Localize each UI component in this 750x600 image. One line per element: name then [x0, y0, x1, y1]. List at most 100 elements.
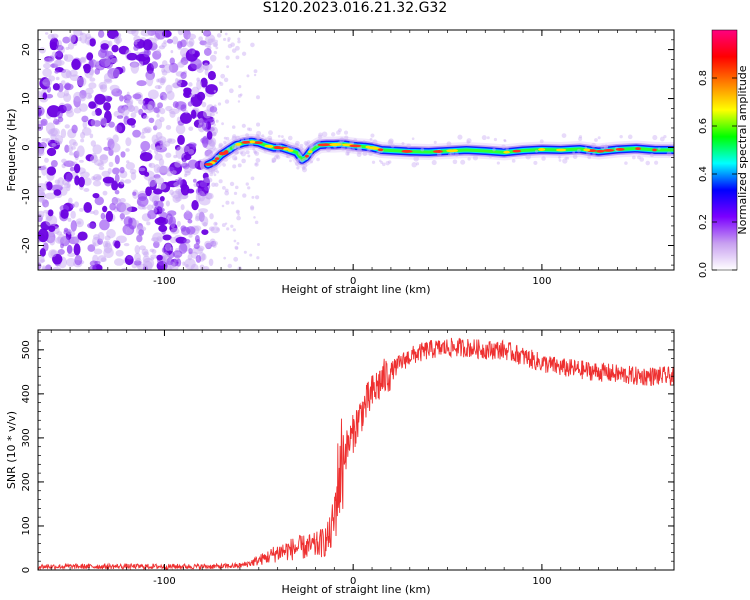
noise-blob — [251, 195, 255, 199]
noise-blob — [150, 61, 159, 69]
ridge-speckle — [245, 137, 250, 142]
noise-blob — [140, 30, 152, 37]
ridge-speckle — [271, 157, 277, 163]
noise-blob — [111, 44, 119, 53]
noise-blob — [41, 138, 48, 142]
noise-blob — [226, 65, 230, 69]
ridge-speckle — [302, 166, 306, 170]
x-tick-label: 0 — [350, 276, 356, 287]
noise-blob — [232, 164, 237, 169]
noise-blob — [166, 138, 173, 143]
noise-blob — [162, 234, 172, 241]
noise-blob — [223, 77, 229, 83]
noise-blob — [253, 150, 258, 155]
noise-blob — [184, 258, 196, 270]
ridge-speckle — [229, 149, 232, 153]
noise-blob — [64, 124, 70, 129]
noise-blob — [42, 267, 47, 270]
noise-blob — [103, 101, 111, 111]
noise-blob — [77, 231, 88, 241]
ridge-speckle — [295, 140, 300, 146]
ridge-speckle — [281, 139, 286, 144]
noise-blob — [224, 99, 230, 104]
noise-blob — [109, 84, 120, 92]
noise-blob — [172, 36, 179, 45]
ridge-speckle — [291, 144, 296, 150]
noise-blob — [235, 209, 240, 214]
ridge-speckle — [353, 138, 357, 143]
noise-blob — [231, 125, 236, 129]
noise-blob — [254, 195, 260, 200]
noise-blob — [155, 145, 161, 152]
noise-blob — [233, 256, 239, 262]
y-tick-label: 500 — [21, 340, 32, 359]
noise-blob — [51, 51, 57, 58]
noise-blob — [221, 223, 226, 228]
noise-blob — [89, 210, 95, 214]
noise-blob — [154, 85, 162, 90]
noise-blob — [93, 248, 103, 255]
ridge-speckle — [231, 135, 237, 142]
noise-blob — [159, 78, 165, 86]
noise-blob — [183, 87, 192, 94]
noise-blob — [193, 243, 200, 250]
noise-blob — [94, 196, 105, 206]
noise-blob — [146, 73, 154, 87]
ridge-hotspot — [603, 149, 615, 152]
noise-blob — [73, 201, 79, 208]
noise-blob — [148, 117, 155, 124]
ridge-speckle — [218, 142, 224, 148]
noise-blob — [177, 61, 185, 68]
noise-blob — [156, 216, 166, 224]
noise-blob — [164, 243, 172, 252]
noise-blob — [43, 209, 49, 214]
noise-blob — [50, 250, 57, 258]
noise-blob — [60, 80, 66, 86]
noise-blob — [106, 137, 113, 141]
noise-blob — [187, 253, 193, 261]
ridge-speckle — [578, 136, 583, 141]
noise-blob — [198, 36, 203, 42]
noise-blob — [156, 113, 160, 118]
noise-blob — [164, 264, 172, 270]
ridge-speckle — [223, 140, 227, 144]
noise-blob — [54, 138, 60, 144]
noise-blob — [87, 40, 91, 45]
ridge-speckle — [561, 133, 567, 138]
ridge-hotspot — [214, 157, 220, 161]
ridge-speckle — [216, 170, 220, 174]
colorbar-tick-label: 0.8 — [698, 70, 709, 86]
noise-blob — [201, 120, 208, 131]
noise-blob — [208, 258, 214, 267]
noise-blob — [126, 160, 130, 164]
ridge-speckle — [233, 146, 237, 150]
noise-blob — [114, 189, 120, 195]
ridge-speckle — [296, 157, 302, 163]
noise-blob — [136, 80, 147, 87]
noise-blob — [45, 214, 58, 227]
ridge-speckle — [627, 134, 633, 140]
noise-blob — [218, 81, 222, 84]
chart-title: S120.2023.016.21.32.G32 — [262, 0, 448, 16]
y-tick-label: -20 — [21, 237, 32, 253]
ridge-speckle — [268, 138, 272, 142]
noise-blob — [180, 204, 185, 211]
noise-blob — [83, 177, 92, 186]
noise-blob — [242, 193, 247, 198]
noise-blob — [247, 186, 251, 190]
ridge-hotspot — [253, 141, 263, 144]
ridge-speckle — [566, 156, 570, 160]
noise-blob — [245, 150, 250, 155]
noise-blob — [210, 38, 215, 42]
ridge-speckle — [457, 134, 463, 140]
y-tick-label: 400 — [21, 384, 32, 403]
ridge-speckle — [501, 144, 506, 149]
ridge-speckle — [261, 134, 265, 138]
noise-blob — [111, 180, 119, 191]
noise-blob — [146, 221, 151, 226]
ridge-speckle — [631, 155, 636, 160]
noise-blob — [241, 51, 247, 56]
ridge-hotspot — [555, 148, 567, 152]
noise-blob — [177, 40, 183, 49]
noise-blob — [147, 209, 157, 220]
